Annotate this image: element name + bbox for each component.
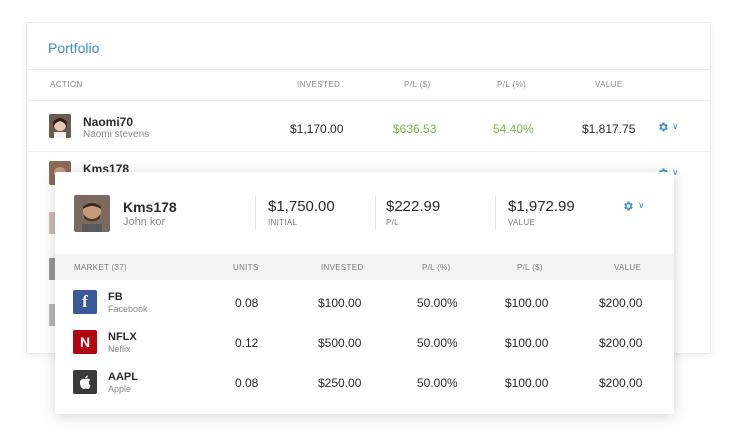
- divider: [495, 196, 496, 230]
- avatar: [74, 195, 110, 232]
- header-invested: INVESTED: [297, 80, 341, 89]
- value-amount: $1,972.99: [508, 198, 575, 215]
- market-name: Apple: [108, 384, 132, 394]
- gear-icon[interactable]: [657, 121, 669, 133]
- username[interactable]: Kms178: [123, 199, 177, 215]
- pl-usd-value: $100.00: [505, 336, 549, 350]
- chevron-down-icon[interactable]: ∨: [672, 167, 679, 177]
- pl-pct-value: 50.00%: [417, 296, 458, 310]
- initial-label: INITIAL: [268, 218, 298, 227]
- chevron-down-icon[interactable]: ∨: [672, 121, 679, 131]
- table-row[interactable]: Naomi70 Naomi stevens $1,170.00 $636.53 …: [27, 101, 710, 152]
- header-pl-usd: P/L ($): [404, 80, 431, 89]
- divider: [375, 196, 376, 230]
- pl-usd-value: $100.00: [505, 376, 549, 390]
- market-row[interactable]: f FB Facebook 0.08 $100.00 50.00% $100.0…: [55, 282, 674, 322]
- market-ticker: NFLX: [108, 331, 137, 343]
- divider: [255, 196, 256, 230]
- pl-usd-value: $100.00: [505, 296, 549, 310]
- user-fullname: John kor: [123, 216, 166, 228]
- market-ticker: AAPL: [108, 371, 138, 383]
- market-ticker: FB: [108, 291, 123, 303]
- facebook-logo-icon: f: [73, 290, 97, 314]
- header-value: VALUE: [614, 263, 642, 272]
- gear-icon[interactable]: [622, 200, 634, 212]
- pl-pct-value: 54.40%: [493, 122, 534, 136]
- header-units: UNITS: [233, 263, 259, 272]
- pl-pct-value: 50.00%: [417, 336, 458, 350]
- header-pl-pct: P/L (%): [422, 263, 451, 272]
- units-value: 0.08: [235, 296, 259, 310]
- header-pl-pct: P/L (%): [497, 80, 527, 89]
- header-action: ACTION: [50, 80, 83, 89]
- pl-amount: $222.99: [386, 198, 441, 215]
- trader-detail-card: Kms178 John kor $1,750.00 INITIAL $222.9…: [55, 172, 674, 414]
- avatar: [49, 114, 71, 138]
- header-value: VALUE: [595, 80, 623, 89]
- header-pl-usd: P/L ($): [517, 263, 543, 272]
- units-value: 0.12: [235, 336, 259, 350]
- invested-value: $500.00: [318, 336, 362, 350]
- trader-summary: Kms178 John kor $1,750.00 INITIAL $222.9…: [55, 172, 674, 254]
- markets-header: MARKET (37) UNITS INVESTED P/L (%) P/L (…: [55, 254, 674, 280]
- invested-value: $250.00: [318, 376, 362, 390]
- table-header: ACTION INVESTED P/L ($) P/L (%) VALUE: [27, 69, 710, 101]
- market-row[interactable]: N NFLX Neflix 0.12 $500.00 50.00% $100.0…: [55, 322, 674, 362]
- username[interactable]: Naomi70: [83, 115, 134, 129]
- pl-pct-value: 50.00%: [417, 376, 458, 390]
- header-market: MARKET (37): [74, 263, 127, 272]
- market-name: Neflix: [108, 344, 131, 354]
- apple-icon: [73, 370, 97, 394]
- netflix-logo-icon: N: [73, 330, 97, 354]
- value-amount: $200.00: [599, 296, 643, 310]
- value-amount: $200.00: [599, 336, 643, 350]
- pl-usd-value: $636.53: [393, 122, 437, 136]
- value-label: VALUE: [508, 218, 536, 227]
- market-row[interactable]: AAPL Apple 0.08 $250.00 50.00% $100.00 $…: [55, 362, 674, 402]
- invested-value: $100.00: [318, 296, 362, 310]
- pl-label: P/L: [386, 218, 399, 227]
- units-value: 0.08: [235, 376, 259, 390]
- user-fullname: Naomi stevens: [83, 129, 150, 140]
- invested-value: $1,170.00: [290, 122, 344, 136]
- chevron-down-icon[interactable]: ∨: [638, 200, 645, 210]
- market-name: Facebook: [108, 304, 148, 314]
- initial-amount: $1,750.00: [268, 198, 335, 215]
- page-title: Portfolio: [48, 40, 100, 56]
- header-invested: INVESTED: [321, 263, 364, 272]
- value-amount: $200.00: [599, 376, 643, 390]
- value-amount: $1,817.75: [582, 122, 636, 136]
